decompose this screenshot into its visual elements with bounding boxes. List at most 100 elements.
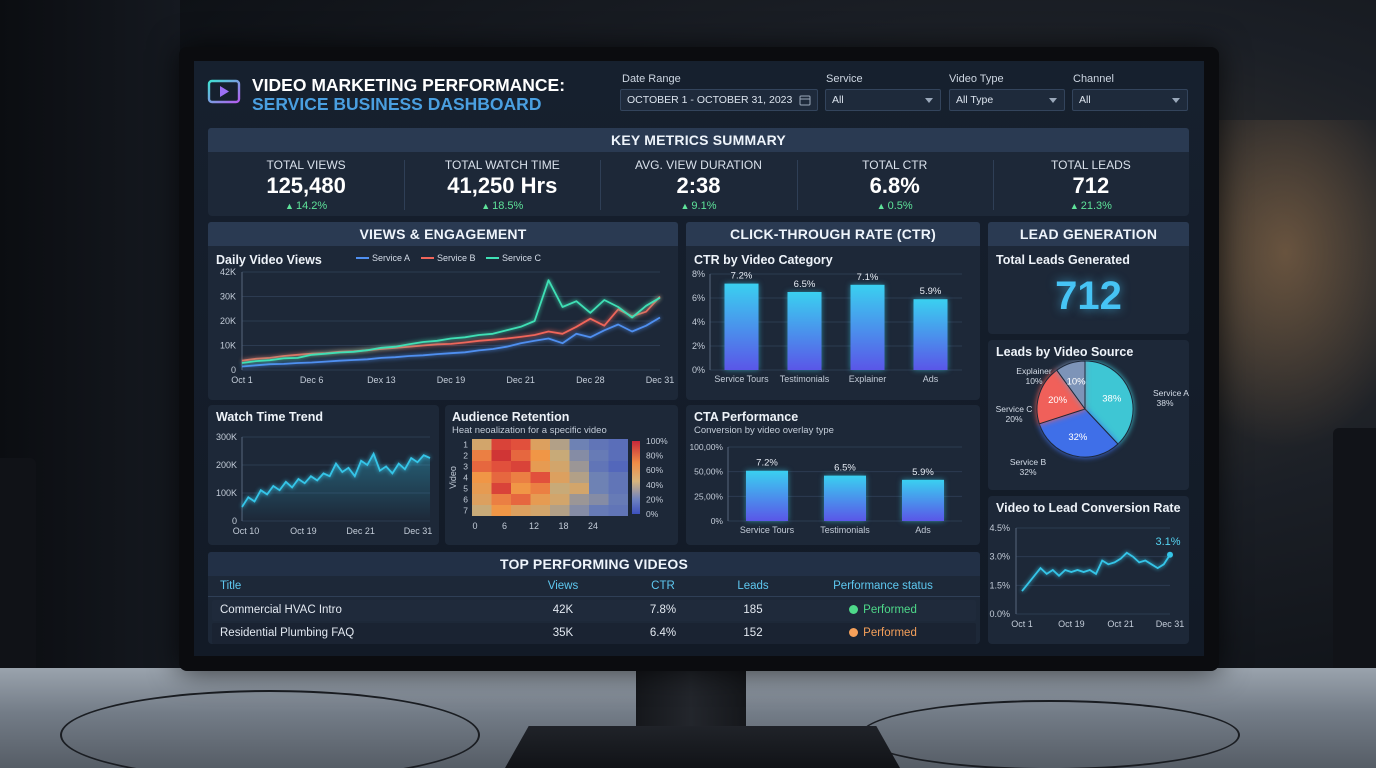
slice-value-label: 38% <box>1102 393 1122 404</box>
slice-percent-label: 38% <box>1156 398 1173 408</box>
heatmap-cell <box>472 450 492 461</box>
heatmap-cell <box>472 494 492 505</box>
chevron-down-icon <box>1172 98 1180 103</box>
kpi-divider <box>796 160 798 210</box>
x-tick-label: Explainer <box>849 374 887 384</box>
y-tick-label: 30K <box>220 292 236 302</box>
x-tick-label: 12 <box>529 521 539 531</box>
table-cell: 152 <box>743 627 763 639</box>
page-title: VIDEO MARKETING PERFORMANCE: <box>252 75 566 95</box>
slice-name-label: Service C <box>996 404 1033 414</box>
kpi-value: 2:38 <box>676 173 721 198</box>
table-row[interactable] <box>212 600 976 621</box>
x-tick-label: 18 <box>558 521 568 531</box>
watch-time-panel: Watch Time Trend 0 100K 200K 300K Oct 10 Oct … <box>208 405 439 545</box>
video-type-select[interactable]: All Type <box>949 89 1065 111</box>
bar <box>787 292 822 370</box>
kpi-label: TOTAL LEADS <box>1050 158 1131 172</box>
service-filter-label: Service <box>826 73 863 85</box>
heatmap-cell <box>472 439 492 450</box>
scale-tick-label: 60% <box>646 465 663 475</box>
kpi-label: AVG. VIEW DURATION <box>635 158 762 172</box>
trend-up-icon: ▲ <box>481 201 491 211</box>
kpi-label: TOTAL CTR <box>862 158 928 172</box>
y-tick-label: 1.5% <box>989 580 1010 590</box>
table-cell: 42K <box>552 604 574 616</box>
heatmap-cell <box>589 439 609 450</box>
leads-by-source-panel: Leads by Video Source 38% Service A 38% 32%… <box>988 340 1189 490</box>
x-tick-label: Testimonials <box>820 525 870 535</box>
slice-name-label: Service A <box>1153 388 1189 398</box>
heatmap-cell <box>569 461 589 472</box>
lead-conversion-panel: Video to Lead Conversion Rate 0.0% 1.5% 3.… <box>988 496 1189 644</box>
x-tick-label: Dec 31 <box>646 375 675 385</box>
table-header-cell: Performance status <box>833 580 933 592</box>
heatmap-cell <box>608 472 628 483</box>
data-label: 6.5% <box>794 279 816 290</box>
x-tick-label: Oct 19 <box>1058 619 1085 629</box>
heatmap-cell <box>589 461 609 472</box>
y-tick-label: 6% <box>692 293 705 303</box>
kpi-delta-value: 18.5% <box>492 200 524 212</box>
heatmap-cell <box>589 472 609 483</box>
status-badge: Performed <box>798 627 968 639</box>
heatmap-cell <box>608 483 628 494</box>
x-tick-label: Dec 21 <box>346 526 375 536</box>
table-cell: 35K <box>552 627 574 639</box>
x-tick-label: Dec 31 <box>404 526 433 536</box>
heatmap-cell <box>569 450 589 461</box>
table-cell: 7.8% <box>649 604 677 616</box>
heatmap-cell <box>511 439 531 450</box>
ctr-by-category-chart: 0% 2% 4% 6% 8% 7.2% Service Tours 6.5% Testimoni… <box>692 269 962 384</box>
row-label: 6 <box>463 495 468 505</box>
trend-up-icon: ▲ <box>876 201 886 211</box>
table-divider <box>208 596 980 597</box>
y-tick-label: 10K <box>220 341 236 351</box>
row-label: 7 <box>463 506 468 516</box>
heatmap-cell <box>491 439 511 450</box>
channel-select[interactable]: All <box>1072 89 1188 111</box>
video-play-icon <box>207 79 241 106</box>
y-tick-label: 20K <box>220 316 236 326</box>
video-type-filter-label: Video Type <box>949 73 1004 85</box>
x-tick-label: Oct 21 <box>1107 619 1134 629</box>
x-tick-label: 0 <box>472 521 477 531</box>
y-tick-label: 0 <box>231 365 236 375</box>
date-range-picker[interactable]: OCTOBER 1 - OCTOBER 31, 2023 <box>620 89 818 111</box>
y-tick-label: 0 <box>232 516 237 526</box>
status-badge: Performed <box>798 604 968 616</box>
cable <box>860 700 1240 768</box>
row-label: 1 <box>463 440 468 450</box>
heatmap-cell <box>530 461 550 472</box>
cta-performance-subtitle: Conversion by video overlay type <box>694 425 834 436</box>
slice-value-label: 10% <box>1067 377 1087 388</box>
x-tick-label: Dec 19 <box>437 375 466 385</box>
heatmap-cell <box>472 461 492 472</box>
ctr-title: CLICK-THROUGH RATE (CTR) <box>686 222 980 246</box>
x-tick-label: Service Tours <box>740 525 795 535</box>
right-speaker <box>1333 428 1376 708</box>
table-header-cell: Views <box>547 580 579 592</box>
kpi-divider <box>992 160 994 210</box>
slice-percent-label: 32% <box>1019 467 1036 477</box>
pie-slice <box>1084 360 1134 445</box>
kpi-delta: ▲ 18.5% <box>404 200 600 212</box>
trend-up-icon: ▲ <box>680 201 690 211</box>
end-value-label: 3.1% <box>1155 536 1180 548</box>
x-tick-label: Dec 6 <box>300 375 324 385</box>
table-cell: Residential Plumbing FAQ <box>220 627 355 639</box>
daily-views-chart: Service A Service B Service C 0 10K 20K 30K 42K… <box>220 253 675 385</box>
table-header-cell: Title <box>220 580 242 592</box>
kpi-delta-value: 21.3% <box>1080 200 1112 212</box>
service-select[interactable]: All <box>825 89 941 111</box>
scale-tick-label: 0% <box>646 509 659 519</box>
key-metrics-title: KEY METRICS SUMMARY <box>208 128 1189 152</box>
scale-tick-label: 80% <box>646 451 663 461</box>
heatmap-cell <box>589 450 609 461</box>
kpi-delta: ▲ 14.2% <box>208 200 404 212</box>
x-tick-label: Oct 1 <box>1011 619 1033 629</box>
kpi-card: TOTAL VIEWS 125,480 ▲ 14.2% <box>208 155 404 213</box>
table-row[interactable] <box>212 623 976 644</box>
heatmap-cell <box>511 472 531 483</box>
